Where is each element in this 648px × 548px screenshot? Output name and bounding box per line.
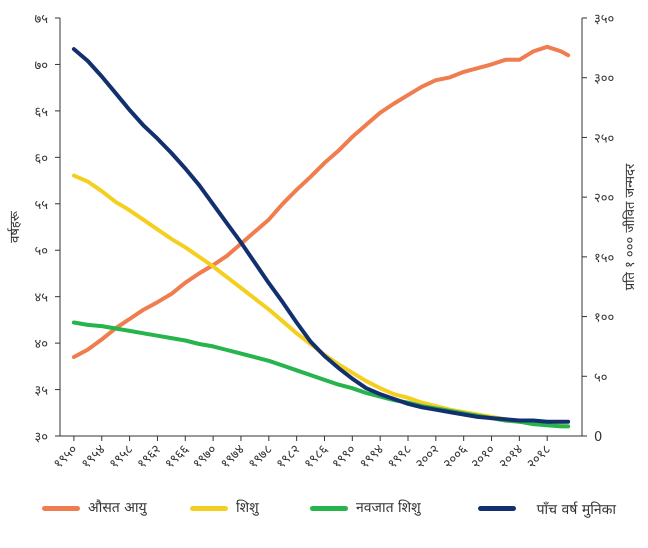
right-tick-label: १५० [594, 251, 614, 266]
left-tick-label: ६० [34, 151, 48, 166]
series-lines [71, 44, 571, 429]
right-tick-label: 0 [594, 430, 602, 445]
x-tick-label: १९७० [190, 442, 220, 472]
x-tick-label: १९५८ [107, 442, 137, 472]
series-line-life-expectancy [71, 44, 571, 359]
right-tick-label: ५० [594, 370, 608, 385]
left-tick-label: ७० [34, 58, 48, 73]
legend-swatch-infant [190, 506, 228, 511]
x-tick-label: १९६२ [135, 442, 165, 472]
x-tick-label: १९५४ [79, 442, 109, 472]
left-tick-label: ५५ [34, 198, 48, 213]
legend-item-infant: शिशु [190, 498, 259, 518]
x-tick-label: २०१० [469, 442, 499, 472]
x-tick-label: १९८६ [302, 442, 332, 472]
x-tick-label: २०१८ [524, 442, 554, 472]
x-tick-label: १९६६ [162, 442, 192, 472]
left-tick-label: ४० [34, 337, 48, 352]
legend-item-under-five: पाँच वर्ष मुनिका [478, 498, 616, 522]
right-tick-label: ३०० [594, 72, 614, 87]
right-tick-label: २०० [594, 191, 614, 206]
x-tick-label: १९५० [51, 442, 81, 472]
series-line-under-five [71, 47, 571, 424]
x-tick-label: २००६ [441, 442, 471, 472]
legend-label-neonatal: नवजात शिशु [356, 500, 421, 516]
legend-item-life-expectancy: औसत आयु [42, 498, 147, 518]
legend-label-infant: शिशु [236, 500, 259, 516]
legend-label-life-expectancy: औसत आयु [88, 500, 147, 516]
x-axis-ticks: १९५०१९५४१९५८१९६२१९६६१९७०१९७४१९७८१९८२१९८६… [51, 436, 554, 472]
right-y-axis-ticks: 0 ५० १०० १५० २०० २५० ३०० ३५० [582, 12, 614, 445]
left-y-axis-ticks: ३० ३५ ४० ४५ ५० ५५ ६० ६५ ७० ७५ [34, 12, 60, 445]
right-axis-title: प्रति १ ००० जीवित जन्मदर [622, 163, 638, 290]
x-tick-label: २०१४ [496, 442, 526, 472]
legend-swatch-life-expectancy [42, 506, 80, 511]
series-line-neonatal [71, 320, 571, 429]
right-tick-label: २५० [594, 131, 614, 146]
x-tick-label: १९७४ [218, 442, 248, 472]
x-tick-label: १९९८ [385, 442, 415, 472]
legend-swatch-neonatal [310, 506, 348, 511]
x-tick-label: १९९० [329, 442, 359, 472]
right-tick-label: ३५० [594, 12, 614, 27]
left-tick-label: ५० [34, 244, 48, 259]
legend-label-under-five: पाँच वर्ष मुनिका [536, 502, 616, 518]
series-line-infant [71, 173, 571, 429]
legend-item-neonatal: नवजात शिशु [310, 498, 421, 518]
left-tick-label: ७५ [34, 12, 48, 27]
x-tick-label: १९९४ [357, 442, 387, 472]
x-tick-label: १९७८ [246, 442, 276, 472]
right-tick-label: १०० [594, 311, 614, 326]
legend-swatch-under-five [478, 506, 516, 511]
left-axis-title: वर्षहरू [7, 210, 23, 243]
left-tick-label: ४५ [34, 291, 48, 306]
left-tick-label: ३५ [34, 384, 48, 399]
left-tick-label: ६५ [34, 105, 48, 120]
x-tick-label: १९८२ [274, 442, 304, 472]
x-tick-label: २००२ [413, 442, 443, 472]
left-tick-label: ३० [34, 430, 48, 445]
